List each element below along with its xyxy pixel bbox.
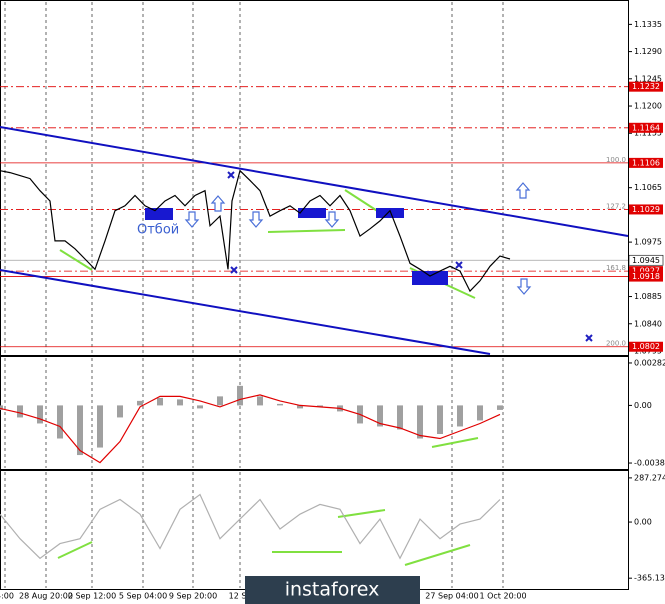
y-tick-label: 1.0885 [634,292,662,301]
drawings [0,126,629,566]
level-label: 1.0802 [632,342,660,351]
y-tick-label: 1.1065 [634,183,662,192]
y-tick-label: 1.0840 [634,319,662,328]
histogram-bar [397,405,403,430]
line [0,169,511,293]
histogram-bar [317,405,323,407]
trendline [0,126,629,237]
y-tick-label: 1.1155 [634,129,662,138]
histogram-bar [417,405,423,439]
histogram-bar [17,405,23,418]
y-tick-label: 1.1245 [634,74,662,83]
x-marks [227,171,593,342]
histogram-bar [0,405,3,410]
level-tag [629,81,663,92]
x-tick-label: 5 Sep 04:00 [119,592,167,601]
histogram-bar [37,405,43,424]
histogram-bar [197,405,203,409]
divergence [337,509,386,518]
divergence [59,249,93,271]
y-tick-label: 1.1335 [634,20,662,29]
histogram-bar [237,385,243,406]
level-tag [629,341,663,352]
level-label: 1.1106 [632,158,660,167]
fib-label: 127.2 [606,202,626,210]
y-tick-label: 0.00 [634,401,652,410]
line [0,394,501,464]
fib-label: 200.0 [606,340,626,348]
y-tick-label: 1.1200 [634,102,662,111]
level-label: 1.0927 [632,267,660,276]
zone [298,208,326,218]
x-tick-label: 27 Sep 04:00 [425,592,478,601]
histogram-bar [477,405,483,421]
divergence [404,544,471,566]
divergence [344,189,383,215]
divergence [57,541,93,559]
y-tick-label: 1.0975 [634,238,662,247]
x-tick-label: 9 Sep 20:00 [169,592,217,601]
level-label: 1.1029 [632,205,660,214]
annotation: Отбой [137,223,179,238]
histogram-bar [257,396,263,406]
histogram-bar [297,405,303,409]
histogram-bar [97,405,103,448]
y-tick-label: 287.2748 [634,473,665,482]
x-tick-label: 12 Se [229,592,252,601]
histogram-bar [277,403,283,406]
histogram-bar [137,400,143,406]
watermark-box [245,576,420,604]
fib-label: 161.8 [606,264,626,272]
y-tick-label: 1.1290 [634,47,662,56]
trendline [0,269,491,355]
x-tick-label: 1 Oct 20:00 [479,592,526,601]
level-tag [629,266,663,277]
histogram-bar [497,405,503,410]
y-tick-label: 0.00282 [634,358,665,367]
panel-frame [0,0,629,356]
histogram-bar [157,397,163,406]
x-tick-label: 2 Sep 12:00 [68,592,116,601]
zone [145,208,173,220]
histogram-bar [177,399,183,406]
divergence [431,437,479,448]
histogram-bar [77,405,83,456]
fib-label: 100.0 [606,156,626,164]
histogram-bar [57,405,63,439]
histogram-bar [217,396,223,406]
zone [376,208,404,218]
level-label: 1.1164 [632,123,660,132]
line [0,493,501,560]
level-tag [629,122,663,133]
level-label: 1.1232 [632,82,660,91]
histogram-bar [457,405,463,427]
level-label: 1.0918 [632,272,660,281]
level-tag [629,271,663,282]
y-tick-label: -365.1364 [634,574,665,583]
x-tick-label: 28 Aug 20:00 [19,592,73,601]
histogram-bar [437,405,443,434]
y-tick-label: -0.00383 [634,459,665,468]
level-label: 1.0945 [632,256,660,265]
x-tick-label: 4:00 [0,592,14,601]
arrows [184,182,532,295]
zone [412,271,448,285]
divergence [267,229,346,233]
level-tag [629,204,663,215]
watermark: instaforex [285,579,380,601]
histogram-bar [117,405,123,418]
level-tag [628,254,664,266]
level-tag [629,157,663,168]
y-tick-label: 0.00 [634,518,652,527]
panel-frame [0,356,629,470]
histogram-bar [377,405,383,427]
